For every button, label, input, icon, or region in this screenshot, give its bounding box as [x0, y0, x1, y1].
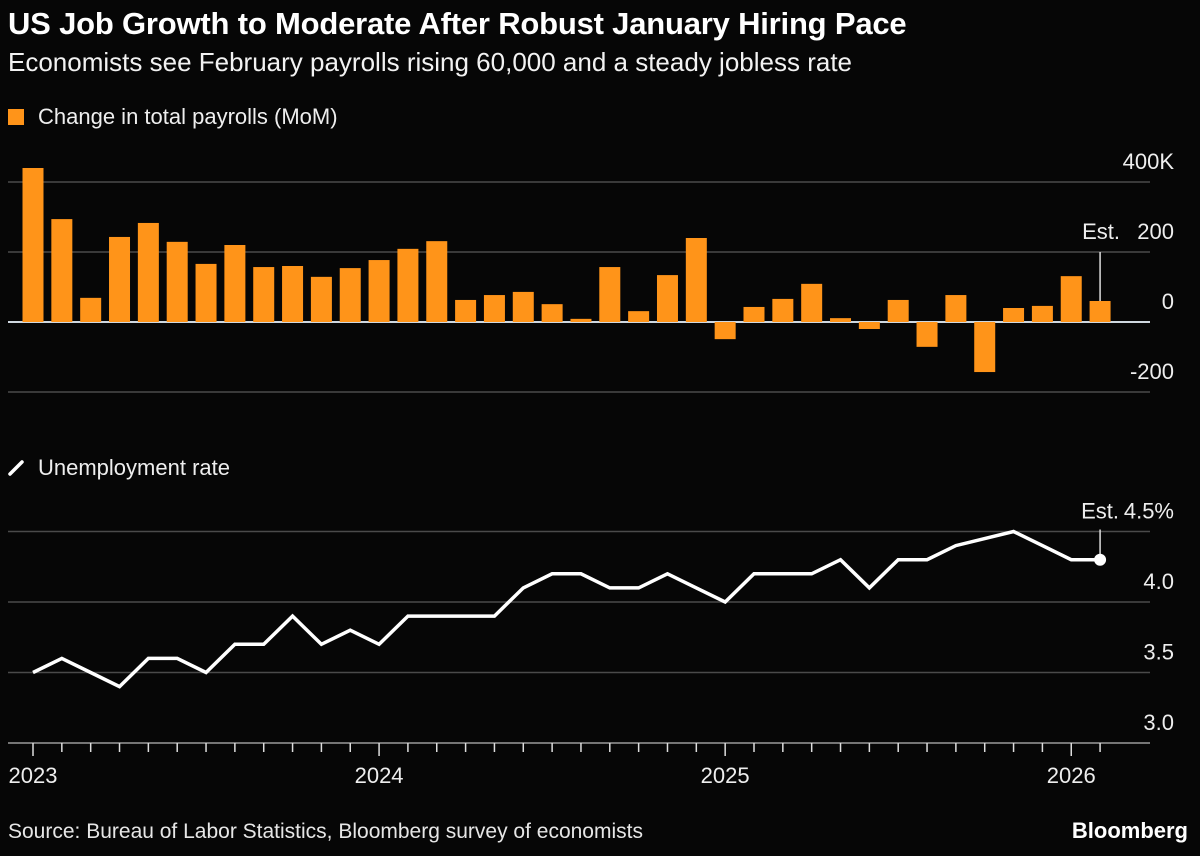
- payroll-bar: [224, 245, 246, 322]
- legend-label-unemployment: Unemployment rate: [38, 455, 230, 480]
- payroll-bar: [109, 236, 131, 322]
- payroll-bar: [830, 318, 852, 322]
- payroll-bar: [570, 318, 592, 322]
- payroll-bar: [628, 311, 650, 322]
- estimate-point: [1094, 553, 1107, 566]
- payroll-bar: [656, 275, 678, 322]
- line-y-tick-label: 4.0: [1143, 569, 1174, 594]
- bar-y-tick-label: 0: [1162, 289, 1174, 314]
- payroll-bar: [483, 295, 505, 322]
- x-tick-label: 2023: [9, 763, 58, 788]
- chart-title: US Job Growth to Moderate After Robust J…: [8, 6, 907, 41]
- payroll-bar: [310, 276, 332, 322]
- payroll-bar: [253, 267, 275, 322]
- unemployment-line: [32, 529, 1101, 689]
- legend-swatch-orange: [8, 109, 24, 125]
- payroll-bar: [455, 299, 477, 322]
- x-tick-label: 2026: [1047, 763, 1096, 788]
- payroll-bar: [512, 291, 534, 322]
- source-note: Source: Bureau of Labor Statistics, Bloo…: [8, 820, 643, 843]
- x-tick-label: 2024: [355, 763, 404, 788]
- legend-unemployment: Unemployment rate: [8, 455, 230, 481]
- payroll-bar: [397, 248, 419, 322]
- x-tick-label: 2025: [701, 763, 750, 788]
- payroll-bar: [599, 267, 621, 322]
- payroll-bar: [916, 322, 938, 347]
- payroll-bar: [945, 295, 967, 322]
- est-label-bar: Est.: [1082, 219, 1120, 244]
- payroll-bar: [743, 306, 765, 322]
- legend-label-payrolls: Change in total payrolls (MoM): [38, 104, 338, 129]
- payroll-bar: [801, 283, 823, 322]
- bar-y-tick-label: -200: [1130, 359, 1174, 384]
- line-y-tick-label: 4.5%: [1124, 499, 1174, 524]
- payroll-bar: [51, 219, 73, 322]
- line-y-tick-label: 3.0: [1143, 710, 1174, 735]
- payroll-bar: [685, 238, 707, 322]
- chart-subtitle: Economists see February payrolls rising …: [8, 47, 852, 77]
- payroll-bar: [22, 168, 44, 322]
- payroll-bar: [166, 241, 188, 322]
- payroll-bar: [195, 263, 217, 322]
- payroll-bar: [1003, 308, 1025, 322]
- line-y-tick-label: 3.5: [1143, 640, 1174, 665]
- payroll-bar: [772, 298, 794, 322]
- payroll-bar: [714, 322, 736, 340]
- payroll-bar: [339, 268, 361, 322]
- est-label-line: Est.: [1081, 499, 1119, 524]
- payroll-bar: [368, 260, 390, 322]
- legend-payrolls: Change in total payrolls (MoM): [8, 104, 338, 130]
- payroll-bar: [282, 266, 304, 322]
- bloomberg-logo: Bloomberg: [1071, 818, 1188, 843]
- payroll-bar: [974, 322, 996, 373]
- bar-y-tick-label: 400K: [1123, 149, 1175, 174]
- payroll-bar: [1031, 305, 1053, 322]
- payroll-bar: [541, 304, 563, 322]
- payroll-bar: [858, 322, 880, 329]
- legend-line-icon: [8, 460, 24, 476]
- bar-y-tick-label: 200: [1137, 219, 1174, 244]
- payroll-bar: [1060, 276, 1082, 322]
- payroll-bar: [137, 222, 159, 322]
- payroll-bar: [887, 299, 909, 322]
- payroll-bar: [426, 241, 448, 322]
- payroll-bar: [80, 297, 102, 322]
- payroll-bar: [1089, 301, 1111, 322]
